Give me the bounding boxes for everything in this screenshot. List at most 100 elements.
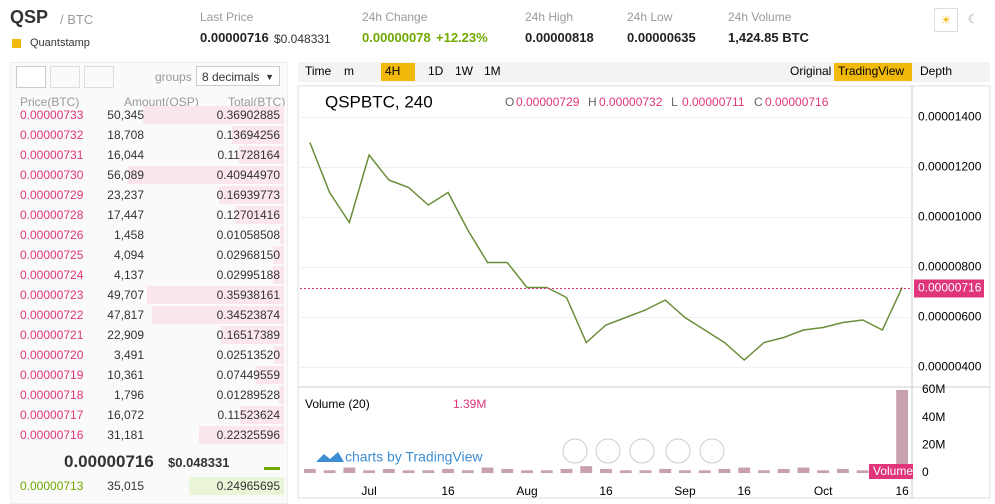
watermark-logo xyxy=(316,452,344,462)
total: 0.12701416 xyxy=(216,208,280,222)
amount: 4,137 xyxy=(113,268,144,282)
volume-bar xyxy=(856,470,869,474)
view-asks[interactable] xyxy=(84,66,114,88)
volume-bar xyxy=(777,468,790,474)
volume-bar xyxy=(540,470,553,474)
stat-sub: +12.23% xyxy=(436,30,488,45)
stat-label: 24h High xyxy=(525,10,574,24)
current-price-label: 0.00000716 xyxy=(918,281,982,295)
price: 0.00000722 xyxy=(20,308,84,322)
price: 0.00000732 xyxy=(20,128,84,142)
volume-bar xyxy=(718,468,731,474)
interval[interactable]: 1M xyxy=(484,64,501,78)
interval[interactable]: 1W xyxy=(455,64,474,78)
total: 0.01289528 xyxy=(216,388,280,402)
signal xyxy=(264,455,280,470)
y-tick-label: 0.00000800 xyxy=(918,260,982,274)
interval[interactable]: Time xyxy=(305,64,332,78)
amount: 16,044 xyxy=(107,148,144,162)
total: 0.16939773 xyxy=(216,188,280,202)
ohlc-label: H xyxy=(588,95,597,109)
volume-bar xyxy=(679,470,691,474)
price: 0.00000718 xyxy=(20,388,84,402)
view-both[interactable] xyxy=(16,66,46,88)
amount: 23,237 xyxy=(107,188,144,202)
reset[interactable] xyxy=(629,438,655,464)
amount: 1,796 xyxy=(113,388,144,402)
active-interval xyxy=(381,63,415,81)
price: 0.00000713 xyxy=(20,479,84,493)
volume-bar xyxy=(323,470,336,474)
dark-theme[interactable]: ☾ xyxy=(967,12,979,26)
light-theme[interactable]: ☀ xyxy=(934,8,958,32)
last-price: 0.00000716 xyxy=(64,452,154,471)
ask-row: 0.00000722 47,817 0.34523874 xyxy=(12,305,284,325)
volume-tick-label: 40M xyxy=(922,410,945,424)
stat-label: 24h Low xyxy=(627,10,673,24)
volume-bar xyxy=(639,470,652,474)
depth-bar xyxy=(143,106,284,124)
volume-bar xyxy=(619,470,632,474)
active-view xyxy=(834,63,912,81)
interval[interactable]: 4H xyxy=(385,64,400,78)
view[interactable]: Original xyxy=(790,64,831,78)
x-tick-label: 16 xyxy=(895,484,909,498)
amount: 3,491 xyxy=(113,348,144,362)
view[interactable]: TradingView xyxy=(838,64,904,78)
ask-row: 0.00000725 4,094 0.02968150 xyxy=(12,245,284,265)
view[interactable]: Depth xyxy=(920,64,952,78)
ask-row: 0.00000733 50,345 0.36902885 xyxy=(12,105,284,125)
ask-row: 0.00000731 16,044 0.11728164 xyxy=(12,145,284,165)
depth-bar xyxy=(221,326,284,344)
amount: 4,094 xyxy=(113,248,144,262)
bid-row: 0.00000713 35,015 0.24965695 xyxy=(12,476,284,496)
stat-label: 24h Change xyxy=(362,10,428,24)
total: 0.07449559 xyxy=(216,368,280,382)
interval[interactable]: 1D xyxy=(428,64,444,78)
stat-value: 0.00000078 xyxy=(362,30,431,45)
depth-bar xyxy=(272,266,284,284)
total: 0.02995188 xyxy=(216,268,280,282)
coin-name: Quantstamp xyxy=(30,37,90,49)
ask-row: 0.00000730 56,089 0.40944970 xyxy=(12,165,284,185)
view-bids[interactable] xyxy=(50,66,80,88)
price: 0.00000731 xyxy=(20,148,84,162)
amount: 35,015 xyxy=(107,479,144,493)
price: 0.00000719 xyxy=(20,368,84,382)
zoom-out[interactable] xyxy=(595,438,621,464)
last-price-usd: $0.048331 xyxy=(168,455,230,470)
volume-bar xyxy=(797,467,810,474)
zoom-in[interactable] xyxy=(665,438,691,464)
y-tick-label: 0.00001400 xyxy=(918,110,982,124)
depth-bar xyxy=(198,426,284,444)
amount: 50,345 xyxy=(107,108,144,122)
ohlc-label: C xyxy=(754,95,763,109)
x-tick-label: 16 xyxy=(441,484,455,498)
stat-value: 1,424.85 BTC xyxy=(728,30,809,45)
volume-bar xyxy=(560,468,573,474)
nav-right[interactable] xyxy=(699,438,725,464)
x-tick-label: Sep xyxy=(674,484,696,498)
ask-row: 0.00000721 22,909 0.16517389 xyxy=(12,325,284,345)
ohlc-value: 0.00000729 xyxy=(516,95,580,109)
amount: 22,909 xyxy=(107,328,144,342)
volume-bar xyxy=(600,468,612,474)
stat-value: 0.00000635 xyxy=(627,30,696,45)
interval[interactable]: m xyxy=(344,64,354,78)
column-header: Amount(QSP) xyxy=(124,95,199,109)
amount: 56,089 xyxy=(107,168,144,182)
ohlc-value: 0.00000711 xyxy=(682,95,745,109)
nav-left[interactable] xyxy=(562,438,588,464)
price: 0.00000733 xyxy=(20,108,84,122)
total: 0.11728164 xyxy=(217,148,280,162)
decimals-select[interactable]: 8 decimals ▼ xyxy=(196,66,280,86)
price: 0.00000717 xyxy=(20,408,84,422)
volume-bar xyxy=(738,467,751,474)
amount: 47,817 xyxy=(107,308,144,322)
price: 0.00000729 xyxy=(20,188,84,202)
column-header: Total(BTC) xyxy=(228,95,286,109)
y-tick-label: 0.00001000 xyxy=(918,210,982,224)
volume-bar xyxy=(698,470,711,474)
x-tick-label: Jul xyxy=(361,484,376,498)
